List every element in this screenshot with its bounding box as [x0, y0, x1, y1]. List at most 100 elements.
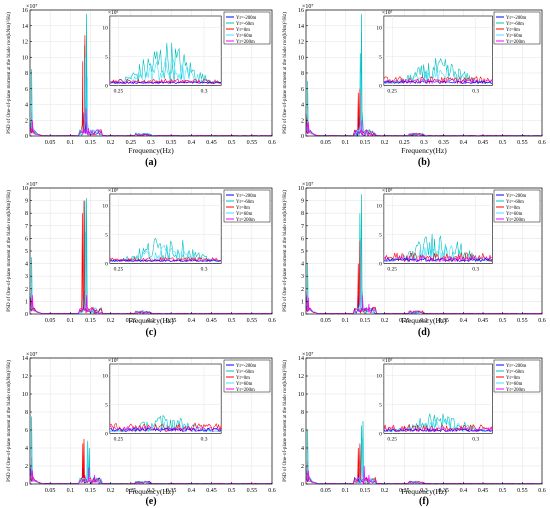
- panel-caption: (b): [418, 157, 430, 168]
- y-tick-label: 6: [25, 236, 28, 242]
- inset-y-tick-label: 0: [105, 83, 108, 89]
- y-tick-label: 4: [301, 262, 304, 268]
- panel-f: 0.05 0.1 0.15 0.2 0.25 0.3 0.35 0.4 0.45 0.5 0.55 0…: [281, 352, 546, 507]
- y-tick-label: 16: [22, 8, 28, 14]
- x-tick-label: 0.45: [206, 488, 217, 494]
- x-tick-label: 0.45: [478, 318, 489, 324]
- x-axis-label: Frequency(Hz): [128, 146, 174, 155]
- x-tick-label: 0.6: [538, 318, 546, 324]
- x-tick-label: 0.15: [85, 488, 96, 494]
- x-tick-label: 0.4: [460, 140, 468, 146]
- x-tick-label: 0.45: [478, 488, 489, 494]
- inset-frame: [383, 15, 493, 86]
- x-tick-label: 0.25: [399, 488, 410, 494]
- x-tick-label: 0.35: [166, 488, 177, 494]
- y-tick-label: 6: [301, 428, 304, 434]
- legend-entry: Yr=200m: [506, 388, 525, 393]
- inset-exponent: ×10⁶: [108, 10, 119, 16]
- panel-caption: (d): [418, 327, 430, 338]
- y-tick-label: 8: [301, 71, 304, 77]
- inset-y-tick-label: 10: [102, 374, 108, 380]
- legend-entry: Yr=-200m: [506, 194, 527, 199]
- y-tick-label: 9: [25, 199, 28, 205]
- x-tick-label: 0.15: [85, 318, 96, 324]
- y-tick-label: 4: [301, 446, 304, 452]
- legend-entry: Yr=-200m: [236, 194, 257, 199]
- inset-exponent: ×10⁶: [108, 358, 119, 364]
- y-tick-label: 6: [301, 87, 304, 93]
- x-tick-label: 0.4: [188, 488, 196, 494]
- x-tick-label: 0.45: [206, 140, 217, 146]
- inset-y-tick-label: 0: [379, 431, 382, 437]
- inset-plot: 0 5 10 0.25 0.3 ×10⁶: [376, 10, 493, 94]
- y-tick-label: 14: [22, 24, 28, 30]
- inset-series-line-Yr=200m: [383, 426, 493, 433]
- y-tick-label: 12: [298, 374, 304, 380]
- legend-entry: Yr=0m: [506, 28, 520, 33]
- x-axis-label: Frequency(Hz): [128, 487, 174, 496]
- inset-x-tick-label: 0.25: [387, 88, 397, 94]
- axis-exponent: ×10⁷: [26, 352, 37, 358]
- y-tick-label: 2: [25, 287, 28, 293]
- x-axis-label: Frequency(Hz): [401, 487, 447, 496]
- y-tick-label: 6: [301, 236, 304, 242]
- inset-frame: [109, 363, 222, 434]
- inset-series-line-Yr=-200m: [383, 257, 493, 263]
- panel-caption: (e): [145, 496, 156, 507]
- legend-entry: Yr=-200m: [236, 16, 257, 21]
- x-tick-label: 0.45: [478, 140, 489, 146]
- x-axis-label: Frequency(Hz): [401, 316, 447, 325]
- inset-y-tick-label: 10: [102, 204, 108, 210]
- y-tick-label: 5: [301, 249, 304, 255]
- inset-plot: 0 5 10 0.25 0.3 ×10⁶: [102, 188, 222, 272]
- axis-exponent: ×10⁷: [26, 182, 37, 188]
- y-tick-label: 9: [301, 199, 304, 205]
- inset-series-line-Yr=200m: [109, 425, 222, 433]
- x-tick-label: 0.5: [228, 318, 236, 324]
- inset-y-tick-label: 5: [105, 232, 108, 238]
- axis-exponent: ×10⁷: [26, 4, 37, 10]
- legend-entry: Yr=-200m: [506, 364, 527, 369]
- inset-x-tick-label: 0.3: [201, 266, 208, 272]
- legend-entry: Yr=0m: [236, 376, 250, 381]
- inset-y-tick-label: 5: [379, 232, 382, 238]
- x-tick-label: 0.15: [360, 140, 371, 146]
- y-tick-label: 8: [25, 71, 28, 77]
- series-line-Yr=200m: [29, 295, 273, 315]
- y-axis-label: PSD of One-of-plane moment at the blade …: [281, 190, 288, 312]
- x-tick-label: 0.2: [107, 318, 115, 324]
- x-tick-label: 0.5: [499, 318, 507, 324]
- y-tick-label: 8: [25, 211, 28, 217]
- y-tick-label: 4: [25, 446, 28, 452]
- y-tick-label: 7: [301, 224, 304, 230]
- y-tick-label: 10: [22, 55, 28, 61]
- x-tick-label: 0.25: [126, 318, 137, 324]
- x-tick-label: 0.05: [45, 488, 56, 494]
- panel-caption: (a): [145, 157, 157, 168]
- inset-x-tick-label: 0.25: [114, 88, 124, 94]
- panel-a: 0.05 0.1 0.15 0.2 0.25 0.3 0.35 0.4 0.45 0.5 0.55 0…: [5, 4, 276, 168]
- x-tick-label: 0.35: [438, 140, 449, 146]
- y-axis-label: PSD of One-of-plane moment at the blade …: [281, 12, 288, 134]
- x-tick-label: 0.15: [360, 318, 371, 324]
- x-tick-label: 0.4: [460, 488, 468, 494]
- legend-entry: Yr=-60m: [506, 370, 524, 375]
- y-tick-label: 2: [301, 464, 304, 470]
- inset-y-tick-label: 10: [376, 26, 382, 32]
- inset-plot: 0 5 10 0.25 0.3 ×10⁶: [376, 358, 493, 442]
- inset-x-tick-label: 0.3: [201, 436, 208, 442]
- inset-x-tick-label: 0.3: [201, 88, 208, 94]
- y-tick-label: 0: [301, 482, 304, 488]
- panel-c: 0.05 0.1 0.15 0.2 0.25 0.3 0.35 0.4 0.45 0.5 0.55 0…: [5, 182, 276, 338]
- x-tick-label: 0.25: [126, 488, 137, 494]
- y-tick-label: 10: [298, 186, 304, 192]
- legend-entry: Yr=200m: [236, 40, 255, 45]
- inset-series-line-Yr=60m: [383, 418, 493, 433]
- y-tick-label: 0: [25, 312, 28, 318]
- y-tick-label: 10: [298, 392, 304, 398]
- x-tick-label: 0.05: [45, 318, 56, 324]
- panel-e: 0.05 0.1 0.15 0.2 0.25 0.3 0.35 0.4 0.45 0.5 0.55 0…: [5, 352, 276, 507]
- y-tick-label: 2: [25, 464, 28, 470]
- inset-x-tick-label: 0.3: [472, 436, 479, 442]
- x-tick-label: 0.2: [381, 318, 389, 324]
